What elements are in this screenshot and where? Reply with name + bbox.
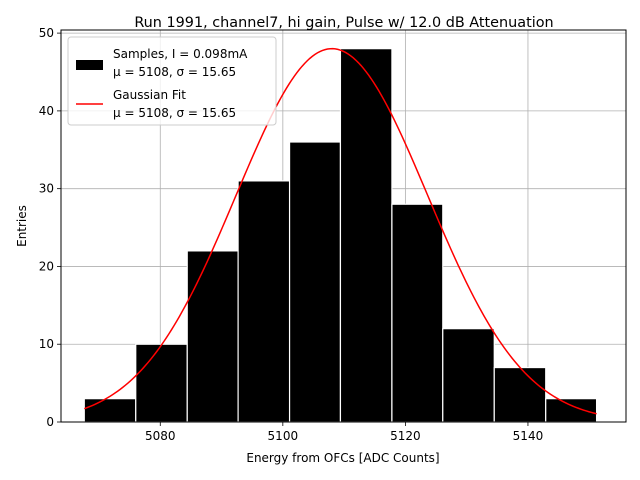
gaussian-fit-curve [84, 47, 597, 415]
histogram-bars [83, 48, 598, 423]
x-tick-label: 5080 [145, 429, 176, 443]
histogram-bar [288, 141, 342, 423]
chart-title: Run 1991, channel7, hi gain, Pulse w/ 12… [134, 15, 553, 31]
plot-frame [60, 29, 627, 423]
x-axis-ticks: 5080 5100 5120 5140 [145, 422, 543, 443]
legend-samples-swatch [76, 60, 103, 70]
y-tick-label: 40 [39, 104, 54, 118]
histogram-bar [442, 328, 495, 423]
histogram-bar [493, 366, 547, 423]
histogram-bar [237, 180, 291, 423]
y-axis-ticks: 0 10 20 30 40 50 [39, 26, 61, 429]
x-axis-label: Energy from OFCs [ADC Counts] [246, 451, 439, 465]
x-tick-label: 5140 [513, 429, 544, 443]
histogram-bar [339, 48, 393, 423]
x-tick-label: 5100 [268, 429, 299, 443]
legend: Samples, I = 0.098mA μ = 5108, σ = 15.65… [67, 36, 277, 126]
histogram-bar [135, 343, 188, 423]
legend-fit-stats: μ = 5108, σ = 15.65 [113, 106, 236, 120]
y-tick-label: 10 [39, 337, 54, 351]
histogram-bar [545, 398, 598, 423]
y-tick-label: 30 [39, 182, 54, 196]
histogram-bar [186, 250, 239, 423]
y-tick-label: 50 [39, 26, 54, 40]
y-tick-label: 20 [39, 259, 54, 273]
histogram-bar [83, 398, 137, 423]
legend-box [67, 36, 277, 126]
legend-fit-label: Gaussian Fit [113, 88, 186, 102]
y-tick-label: 0 [46, 415, 54, 429]
legend-samples-label: Samples, I = 0.098mA [113, 47, 248, 61]
histogram-bar [391, 203, 444, 423]
x-tick-label: 5120 [390, 429, 421, 443]
legend-samples-stats: μ = 5108, σ = 15.65 [113, 65, 236, 79]
y-axis-label: Entries [15, 205, 29, 247]
